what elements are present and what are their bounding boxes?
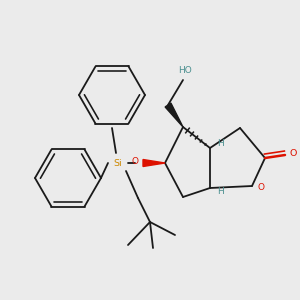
Text: H: H <box>217 140 224 148</box>
Polygon shape <box>165 103 183 127</box>
Text: O: O <box>289 149 296 158</box>
Text: H: H <box>217 188 224 196</box>
Text: O: O <box>132 158 139 166</box>
Text: Si: Si <box>114 158 122 167</box>
Text: O: O <box>257 182 264 191</box>
Polygon shape <box>143 160 165 167</box>
Text: HO: HO <box>178 66 192 75</box>
